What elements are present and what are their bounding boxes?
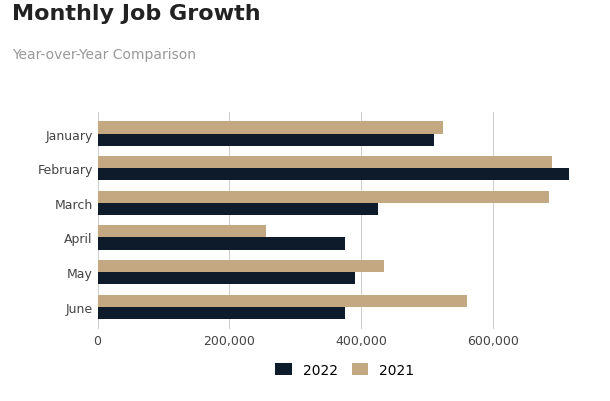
- Legend: 2022, 2021: 2022, 2021: [269, 357, 420, 383]
- Bar: [98, 295, 467, 307]
- Text: Year-over-Year Comparison: Year-over-Year Comparison: [12, 48, 196, 62]
- Bar: [98, 260, 384, 272]
- Bar: [98, 134, 434, 146]
- Bar: [98, 226, 265, 238]
- Bar: [98, 169, 569, 181]
- Bar: [98, 203, 378, 215]
- Bar: [98, 157, 552, 169]
- Bar: [98, 122, 443, 134]
- Text: Monthly Job Growth: Monthly Job Growth: [12, 4, 261, 24]
- Bar: [98, 272, 354, 284]
- Bar: [98, 191, 549, 203]
- Bar: [98, 238, 345, 250]
- Bar: [98, 307, 345, 319]
